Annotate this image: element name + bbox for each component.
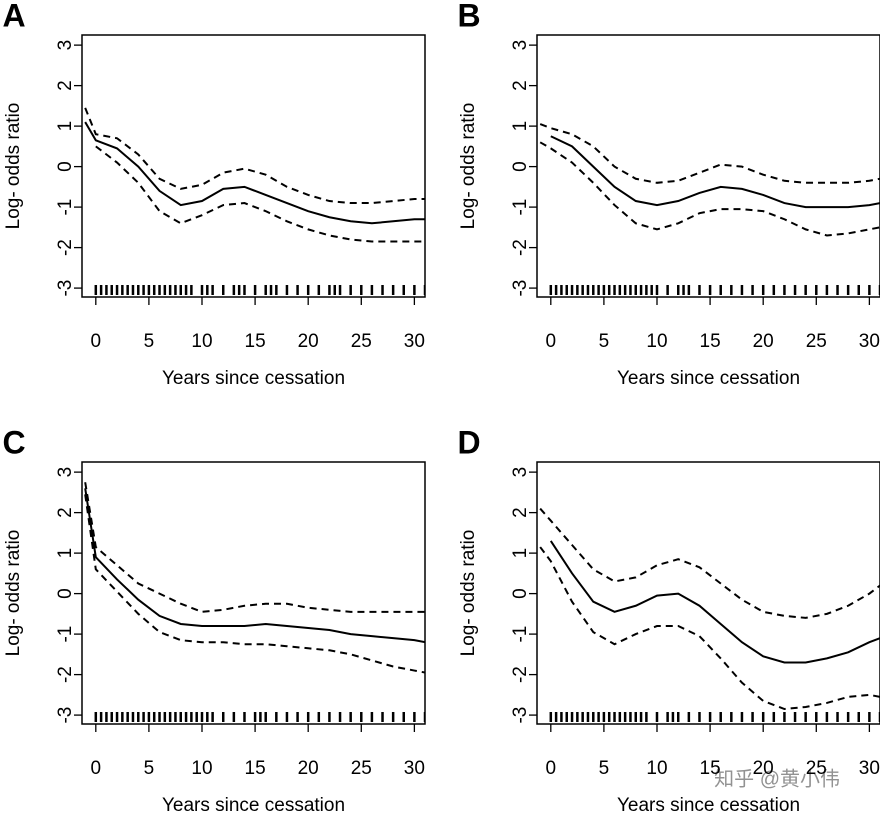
y-tick-label: 2 <box>510 507 531 518</box>
y-tick-label: 2 <box>510 80 531 91</box>
y-axis-label: Log- odds ratio <box>3 103 24 230</box>
confidence-line <box>95 145 425 243</box>
panel-label: D <box>457 424 480 460</box>
x-tick-label: 20 <box>298 331 319 352</box>
plot-area <box>539 507 880 722</box>
estimate-line <box>550 135 880 209</box>
x-axis-label: Years since cessation <box>617 368 800 389</box>
y-tick-label: 0 <box>510 588 531 599</box>
x-tick-label: 10 <box>646 331 667 352</box>
x-tick-label: 10 <box>191 758 212 779</box>
estimate-line <box>84 121 425 225</box>
y-axis-label: Log- odds ratio <box>3 530 24 657</box>
x-tick-label: 30 <box>859 331 880 352</box>
x-tick-label: 25 <box>806 758 827 779</box>
confidence-line <box>84 494 425 674</box>
estimate-line <box>84 488 425 644</box>
y-tick-label: -3 <box>510 280 531 297</box>
x-tick-label: 15 <box>245 758 266 779</box>
y-tick-label: 0 <box>55 588 76 599</box>
confidence-line <box>84 482 425 613</box>
y-tick-label: 2 <box>55 507 76 518</box>
y-tick-label: 3 <box>55 40 76 51</box>
x-tick-label: 15 <box>700 331 721 352</box>
y-tick-label: -1 <box>55 199 76 216</box>
plot-box <box>536 34 880 298</box>
x-tick-label: 20 <box>298 758 319 779</box>
y-tick-label: -1 <box>510 199 531 216</box>
y-tick-label: 1 <box>55 121 76 132</box>
y-tick-label: -3 <box>510 707 531 724</box>
y-tick-label: 0 <box>55 161 76 172</box>
x-tick-label: 0 <box>546 331 557 352</box>
confidence-line <box>539 546 880 711</box>
y-tick-label: 1 <box>510 121 531 132</box>
x-axis-label: Years since cessation <box>162 795 345 815</box>
y-axis-label: Log- odds ratio <box>458 103 479 230</box>
x-tick-label: 20 <box>753 758 774 779</box>
y-tick-label: -2 <box>510 239 531 256</box>
y-tick-label: -3 <box>55 280 76 297</box>
confidence-line <box>539 141 880 237</box>
x-tick-label: 30 <box>404 331 425 352</box>
plot-area <box>84 107 425 295</box>
panel-label: A <box>2 0 25 33</box>
y-tick-label: -2 <box>510 666 531 683</box>
y-tick-label: 2 <box>55 80 76 91</box>
x-tick-label: 10 <box>191 331 212 352</box>
x-axis-label: Years since cessation <box>617 795 800 815</box>
y-tick-label: -2 <box>55 239 76 256</box>
x-tick-label: 30 <box>859 758 880 779</box>
y-axis-label: Log- odds ratio <box>458 530 479 657</box>
estimate-line <box>549 540 880 664</box>
y-tick-label: -1 <box>55 626 76 643</box>
y-tick-label: -1 <box>510 626 531 643</box>
x-tick-label: 15 <box>700 758 721 779</box>
x-tick-label: 0 <box>91 758 102 779</box>
x-tick-label: 30 <box>404 758 425 779</box>
y-tick-label: 3 <box>55 467 76 478</box>
x-tick-label: 25 <box>351 758 372 779</box>
y-tick-label: -2 <box>55 666 76 683</box>
x-tick-label: 25 <box>806 331 827 352</box>
y-tick-label: 1 <box>55 548 76 559</box>
plot-box <box>81 461 426 725</box>
x-tick-label: 5 <box>144 758 155 779</box>
y-tick-label: 0 <box>510 161 531 172</box>
x-axis-label: Years since cessation <box>162 368 345 389</box>
plot-area <box>539 123 880 295</box>
panel-label: C <box>2 424 25 460</box>
x-tick-label: 20 <box>753 331 774 352</box>
watermark: 知乎 @黄小伟 <box>714 767 840 790</box>
plot-box <box>536 461 880 725</box>
x-tick-label: 15 <box>245 331 266 352</box>
confidence-line <box>539 123 880 184</box>
x-tick-label: 5 <box>144 331 155 352</box>
panel-label: B <box>457 0 480 33</box>
y-tick-label: 3 <box>510 467 531 478</box>
x-tick-label: 5 <box>599 331 610 352</box>
confidence-line <box>539 507 880 619</box>
plot-box <box>81 34 426 298</box>
confidence-line <box>84 107 425 205</box>
x-tick-label: 0 <box>546 758 557 779</box>
x-tick-label: 0 <box>91 331 102 352</box>
x-tick-label: 25 <box>351 331 372 352</box>
x-tick-label: 10 <box>646 758 667 779</box>
y-tick-label: 3 <box>510 40 531 51</box>
plot-area <box>84 482 425 722</box>
y-tick-label: -3 <box>55 707 76 724</box>
y-tick-label: 1 <box>510 548 531 559</box>
x-tick-label: 5 <box>599 758 610 779</box>
